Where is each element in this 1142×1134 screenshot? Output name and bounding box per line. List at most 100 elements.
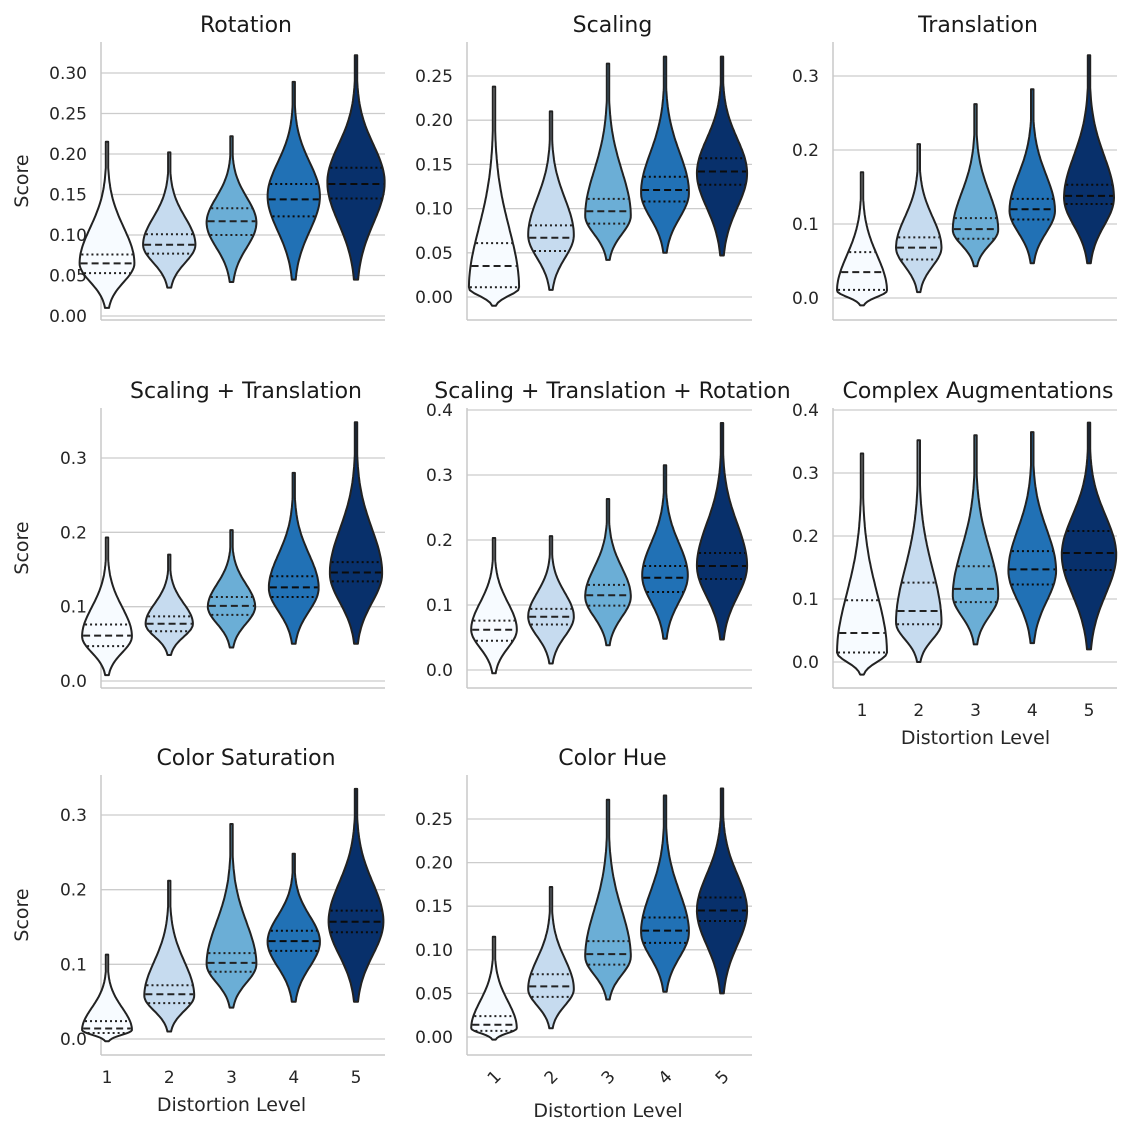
- violin-level-2: [144, 553, 194, 656]
- violin-level-2: [143, 879, 196, 1033]
- panel-title: Rotation: [200, 13, 292, 38]
- y-tick-label: 0.4: [426, 401, 453, 421]
- violin-level-4: [640, 55, 690, 254]
- violin-level-2: [527, 110, 575, 291]
- violin-level-4: [266, 80, 321, 281]
- y-tick-label: 0.25: [49, 105, 87, 125]
- x-tick-label: 5: [1084, 701, 1095, 721]
- x-tick-label: 3: [226, 1068, 237, 1088]
- violin-level-2: [895, 143, 943, 294]
- violin-level-1: [467, 85, 521, 307]
- y-axis-label: Score: [11, 888, 33, 941]
- x-tick-label: 1: [857, 701, 868, 721]
- violin-level-5: [695, 55, 749, 257]
- panel-1: Rotation 0.00 0.05 0.10 0.15 0.20 0.25 0.30 Scor…: [11, 13, 386, 327]
- violin-level-5: [695, 787, 749, 995]
- x-tick-label: 3: [970, 701, 981, 721]
- violin-level-4: [266, 852, 321, 1003]
- x-tick-label: 2: [541, 1067, 563, 1089]
- x-tick-label: 3: [598, 1067, 620, 1089]
- panel-6: Complex Augmentations 0.0 0.1 0.2 0.3 0.4 1 2 3 4…: [792, 379, 1118, 749]
- violin-level-5: [328, 421, 384, 645]
- x-tick-label: 2: [164, 1068, 175, 1088]
- y-tick-label: 0.1: [792, 215, 819, 235]
- y-tick-label: 0.3: [792, 464, 819, 484]
- violin-level-1: [470, 537, 518, 675]
- violin-level-3: [584, 498, 632, 647]
- y-tick-label: 0.0: [792, 653, 819, 673]
- x-axis-label: Distortion Level: [901, 727, 1050, 749]
- y-tick-label: 0.4: [792, 401, 819, 421]
- y-tick-label: 0.2: [60, 881, 87, 901]
- y-tick-label: 0.05: [415, 984, 453, 1004]
- x-tick-label: 1: [102, 1068, 113, 1088]
- violin-level-3: [584, 798, 632, 1001]
- y-tick-label: 0.15: [415, 155, 453, 175]
- violin-level-3: [205, 823, 258, 1009]
- x-tick-label: 4: [1027, 701, 1038, 721]
- y-tick-label: 0.2: [792, 141, 819, 161]
- y-tick-label: 0.0: [426, 661, 453, 681]
- violin-level-4: [1007, 431, 1058, 645]
- panel-title: Complex Augmentations: [842, 379, 1113, 404]
- panel-title: Scaling: [573, 13, 653, 38]
- y-tick-label: 0.3: [60, 449, 87, 469]
- violin-level-4: [267, 471, 320, 645]
- panel-5: Scaling + Translation + Rotation 0.0 0.1 0.…: [426, 379, 791, 689]
- violin-level-4: [641, 464, 689, 640]
- y-tick-label: 0.1: [792, 590, 819, 610]
- y-tick-label: 0.3: [60, 806, 87, 826]
- y-tick-label: 0.15: [49, 186, 87, 206]
- violin-level-1: [78, 140, 136, 309]
- y-tick-label: 0.0: [792, 289, 819, 309]
- violin-level-2: [527, 535, 575, 665]
- y-tick-label: 0.05: [415, 244, 453, 264]
- y-tick-label: 0.2: [426, 531, 453, 551]
- violin-level-2: [527, 886, 575, 1030]
- y-axis-label: Score: [11, 521, 33, 574]
- y-tick-label: 0.10: [49, 226, 87, 246]
- y-tick-label: 0.3: [426, 466, 453, 486]
- panel-4: Scaling + Translation 0.0 0.1 0.2 0.3 Score: [11, 379, 385, 692]
- violin-level-2: [895, 439, 943, 663]
- violin-level-3: [206, 529, 257, 649]
- x-tick-label: 5: [351, 1068, 362, 1088]
- y-tick-label: 0.3: [792, 67, 819, 87]
- x-tick-label: 4: [288, 1068, 299, 1088]
- y-tick-label: 0.25: [415, 810, 453, 830]
- y-tick-label: 0.10: [415, 200, 453, 220]
- panel-title: Scaling + Translation: [130, 379, 362, 404]
- violin-level-4: [1008, 88, 1056, 265]
- y-tick-label: 0.20: [415, 854, 453, 874]
- violin-level-3: [951, 103, 1000, 268]
- violin-level-5: [327, 787, 385, 1003]
- y-tick-label: 0.15: [415, 897, 453, 917]
- x-tick-label: 4: [655, 1067, 677, 1089]
- y-tick-label: 0.1: [426, 596, 453, 616]
- y-tick-label: 0.25: [415, 67, 453, 87]
- violin-level-4: [640, 794, 690, 993]
- panel-title: Translation: [917, 13, 1038, 38]
- y-tick-label: 0.00: [415, 1028, 453, 1048]
- violin-level-1: [81, 953, 133, 1043]
- y-tick-label: 0.2: [60, 523, 87, 543]
- y-tick-label: 0.00: [49, 307, 87, 327]
- y-tick-label: 0.0: [60, 1030, 87, 1050]
- x-tick-label: 2: [913, 701, 924, 721]
- violin-level-1: [470, 935, 518, 1041]
- violin-level-5: [695, 422, 749, 641]
- x-axis-label: Distortion Level: [157, 1094, 306, 1116]
- panel-title: Color Saturation: [156, 746, 335, 771]
- y-tick-label: 0.20: [49, 145, 87, 165]
- violin-level-3: [951, 434, 1000, 646]
- x-tick-label: 5: [712, 1067, 734, 1089]
- y-tick-label: 0.1: [60, 955, 87, 975]
- x-axis-label: Distortion Level: [533, 1100, 682, 1122]
- panel-7: Color Saturation 0.0 0.1 0.2 0.3 Score 1 2 3 4 5 Di…: [11, 746, 385, 1116]
- y-tick-label: 0.30: [49, 64, 87, 84]
- y-axis-label: Score: [11, 154, 33, 207]
- y-tick-label: 0.05: [49, 267, 87, 287]
- y-tick-label: 0.0: [60, 672, 87, 692]
- panel-8: Color Hue 0.00 0.05 0.10 0.15 0.20 0.25 1 2 3 4 5 Di…: [415, 746, 752, 1122]
